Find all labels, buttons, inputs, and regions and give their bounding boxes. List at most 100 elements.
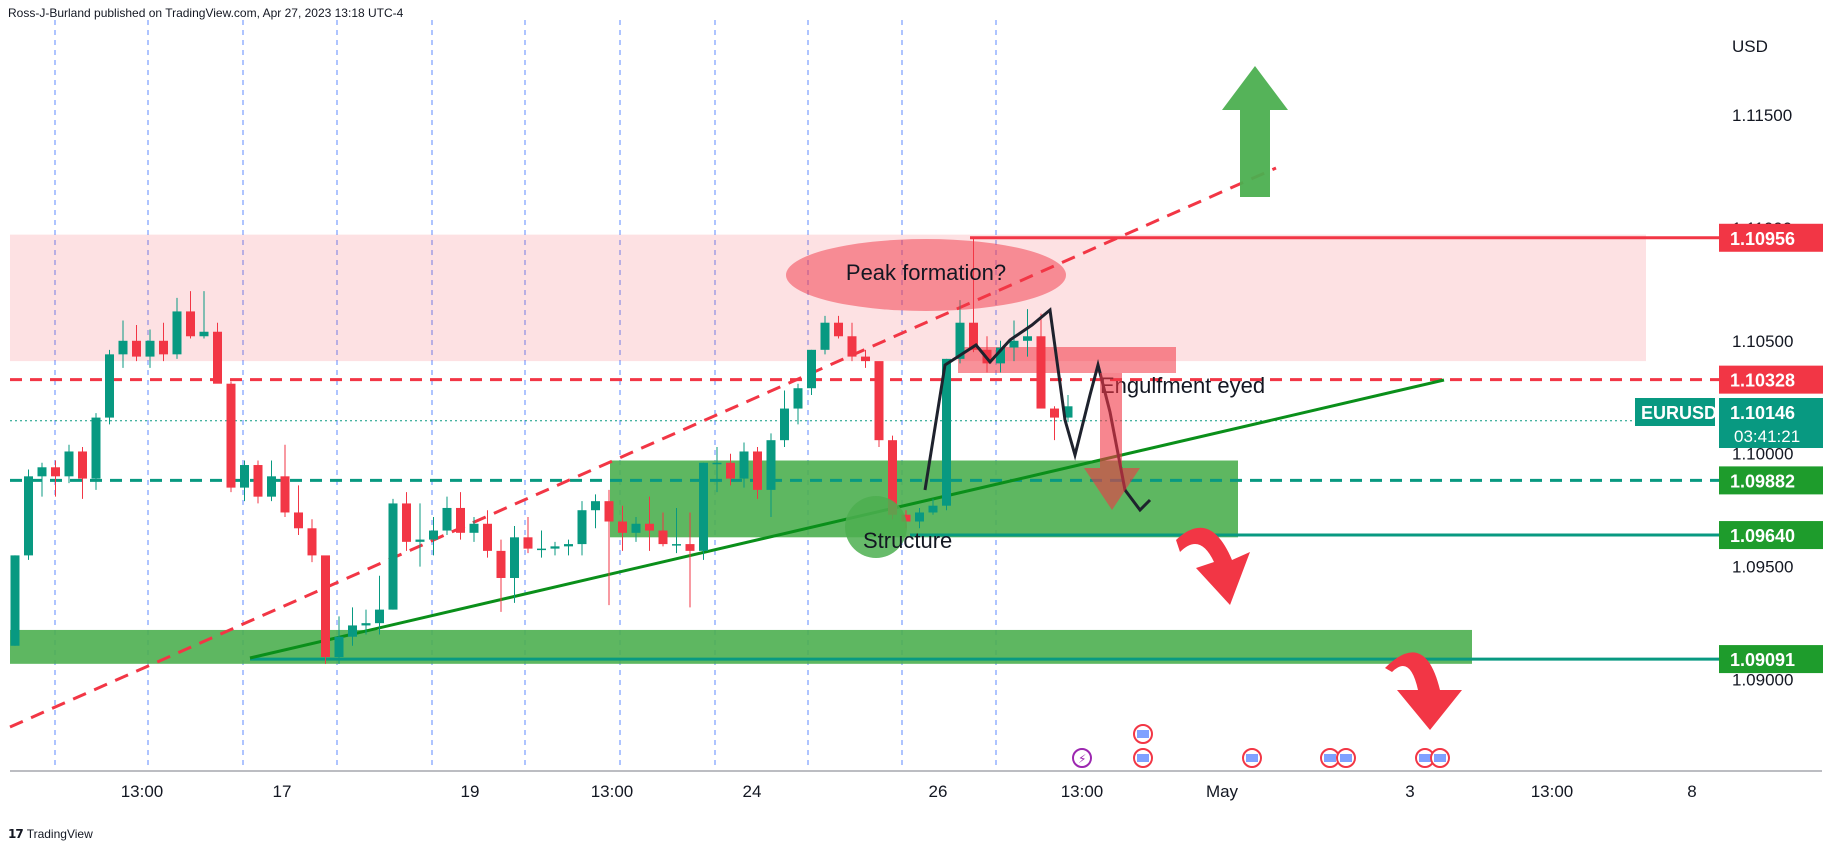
candle-body (672, 544, 681, 546)
x-tick-label: 13:00 (1531, 782, 1574, 801)
level-lines (10, 236, 1822, 661)
price-label-text: 1.09091 (1730, 650, 1795, 670)
x-tick-label: 19 (461, 782, 480, 801)
candle-body (105, 354, 114, 418)
candle-body (739, 451, 749, 479)
candle-body (64, 451, 74, 477)
y-tick-label: 1.09000 (1732, 671, 1793, 690)
candle-body (915, 512, 924, 522)
candle-body (159, 340, 168, 355)
candle-body (604, 501, 614, 522)
candle-body (253, 465, 263, 497)
candle-body (469, 523, 479, 533)
us-flag-event-icon-fill (1137, 754, 1149, 762)
structure-circle (845, 496, 907, 558)
price-label-text: 1.09882 (1730, 471, 1795, 491)
y-tick-label: 1.10500 (1732, 332, 1793, 351)
candle-body (10, 555, 20, 646)
candle-body (618, 521, 627, 533)
currency-label: USD (1732, 37, 1768, 56)
lightning-event-icon (1072, 748, 1092, 768)
candle-body (294, 512, 303, 529)
globe-event-icon-fill (1137, 730, 1149, 738)
x-tick-label: May (1206, 782, 1239, 801)
candle-body (307, 528, 317, 556)
price-label-bg (1719, 365, 1823, 394)
candle-body (280, 476, 290, 513)
y-tick-label: 1.10000 (1732, 445, 1793, 464)
candle-body (712, 462, 722, 465)
x-tick-label: 13:00 (121, 782, 164, 801)
candle-body (969, 322, 978, 350)
candle-body (996, 347, 1005, 364)
candle-body (766, 440, 776, 490)
candle-body (537, 548, 546, 551)
us-flag-event-icon-fill (1434, 754, 1446, 762)
price-label-text: 1.09640 (1730, 526, 1795, 546)
globe-event-icon-fill (1324, 754, 1336, 762)
candle-body (375, 609, 384, 624)
candle-body (874, 361, 884, 441)
candle-body (37, 467, 47, 477)
price-label-bg (1719, 466, 1823, 495)
candle-body (1036, 336, 1046, 409)
red-dashed-trendline (9, 166, 1277, 729)
curved-arrow-icon (1385, 652, 1462, 730)
event-icons: ⚡ (1072, 724, 1450, 768)
arrow-down-icon (1084, 373, 1140, 510)
x-tick-label: 3 (1405, 782, 1414, 801)
arrow-up-icon (1222, 66, 1288, 197)
candle-body (834, 322, 843, 337)
price-label-bg (1719, 645, 1823, 674)
candle-body (118, 340, 128, 355)
candle-body (240, 465, 249, 488)
candle-body (753, 451, 762, 490)
candle-body (901, 514, 911, 522)
candle-body (267, 476, 276, 497)
candle-body (483, 523, 492, 551)
last-price-text: 1.10146 (1730, 403, 1795, 423)
peak-ellipse (786, 239, 1066, 311)
candle-body (523, 537, 533, 549)
candle-body (1009, 340, 1019, 348)
x-tick-label: 17 (273, 782, 292, 801)
footer-brand: TradingView (26, 827, 93, 841)
symbol-tag-bg (1635, 398, 1715, 426)
x-tick-label: 13:00 (591, 782, 634, 801)
candle-body (145, 340, 155, 357)
candle-body (78, 451, 87, 479)
candle-body (550, 546, 560, 549)
candle-body (591, 501, 600, 511)
annotation-engulfment: Engulfment eyed (1100, 373, 1265, 398)
price-label-bg (1719, 521, 1823, 550)
candle-body (91, 417, 101, 479)
candle-body (685, 544, 695, 551)
candle-body (51, 467, 60, 477)
globe-event-icon-fill (1419, 754, 1431, 762)
candle-body (807, 349, 816, 389)
x-tick-label: 13:00 (1061, 782, 1104, 801)
candle-body (172, 311, 182, 355)
candle-body (415, 539, 425, 542)
candle-body (780, 408, 789, 441)
candle-body (820, 322, 830, 350)
countdown-text: 03:41:21 (1734, 427, 1800, 446)
price-label-text: 1.10956 (1730, 229, 1795, 249)
candle-body (658, 530, 668, 545)
candle-body (631, 523, 641, 533)
price-label-bg (1719, 223, 1823, 252)
candle-body (24, 476, 33, 556)
y-tick-label: 1.11500 (1732, 106, 1792, 125)
symbol-tag: EURUSD (1641, 403, 1717, 423)
x-tick-label: 26 (929, 782, 948, 801)
candle-body (402, 503, 411, 542)
candle-body (429, 530, 438, 540)
candle-body (888, 440, 897, 515)
candle-body (334, 636, 344, 658)
lightning-glyph: ⚡ (1078, 752, 1086, 766)
candle-body (132, 340, 141, 357)
candle-body (1050, 408, 1059, 418)
candle-body (1063, 406, 1073, 418)
candle-body (186, 311, 195, 337)
